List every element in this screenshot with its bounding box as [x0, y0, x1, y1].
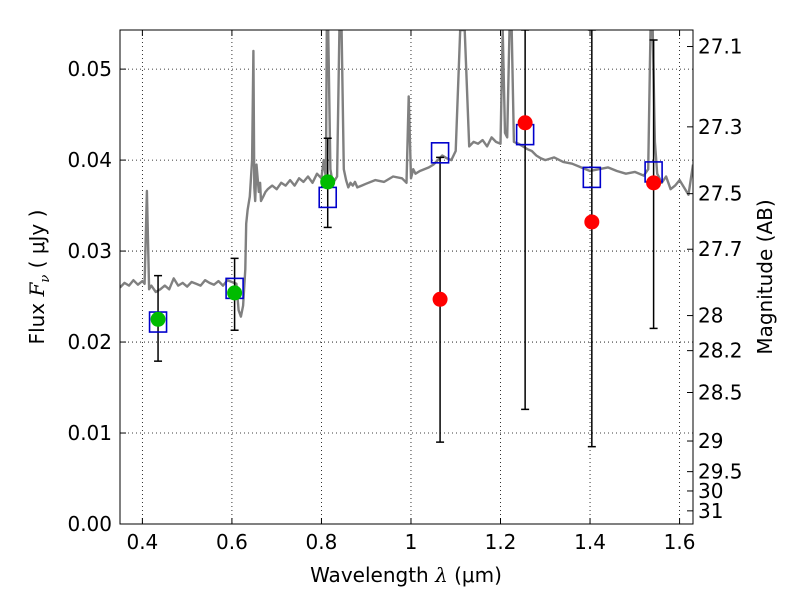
axis-ticks: 0.4 0.6 0.8 1 1.2 1.4 1.6 0.00 0.01 0.02 0.03 0.04 0…	[67, 30, 743, 554]
x-axis-title-prefix: Wavelength	[310, 563, 435, 587]
model-spectrum-line	[120, 30, 693, 318]
observed-photometry-point	[517, 115, 533, 131]
y-axis-title-var: F	[25, 282, 49, 298]
x-tick-label: 0.6	[216, 530, 248, 554]
y-tick-label: 0.03	[67, 239, 112, 263]
mag-tick-label: 27.7	[698, 237, 743, 261]
model-photometry-marker	[582, 166, 602, 189]
y-axis-title: Flux Fν ( μJy )	[25, 210, 53, 345]
y-tick-label: 0.04	[67, 148, 112, 172]
mag-tick-label: 28	[698, 304, 723, 328]
observed-photometry-point	[646, 175, 662, 191]
mag-tick-label: 28.2	[698, 339, 743, 363]
x-tick-label: 0.8	[306, 530, 338, 554]
y-tick-label: 0.01	[67, 421, 112, 445]
observed-photometry-point	[227, 285, 243, 301]
x-axis-title: Wavelength λ (μm)	[310, 563, 502, 587]
observed-photometry-point	[584, 214, 600, 230]
y-axis-title-sub: ν	[38, 275, 53, 283]
mag-tick-label: 27.1	[698, 35, 743, 59]
mag-tick-label: 28.5	[698, 380, 743, 404]
observed-photometry-point	[320, 174, 336, 190]
y-tick-label: 0.00	[67, 512, 112, 536]
y-tick-label: 0.02	[67, 330, 112, 354]
mag-tick-label: 30	[698, 479, 723, 503]
mag-tick-label: 27.5	[698, 182, 743, 206]
y-axis-title-prefix: Flux	[25, 297, 49, 345]
x-tick-label: 1	[405, 530, 418, 554]
grid-lines	[120, 30, 693, 524]
mag-tick-label: 27.3	[698, 115, 743, 139]
observed-photometry-point	[432, 291, 448, 307]
x-tick-label: 1.6	[664, 530, 696, 554]
x-axis-title-unit: (μm)	[448, 563, 502, 587]
x-tick-label: 0.4	[126, 530, 158, 554]
model-photometry-marker	[430, 142, 450, 164]
y-tick-label: 0.05	[67, 57, 112, 81]
mag-tick-label: 31	[698, 499, 723, 523]
observed-photometry-point	[150, 311, 166, 327]
plot-area	[120, 30, 693, 448]
plot-frame	[119, 29, 694, 525]
x-axis-title-var: λ	[434, 563, 448, 587]
mag-tick-label: 29	[698, 429, 723, 453]
mag-tick-label: 29.5	[698, 460, 743, 484]
y-axis-title-unit: ( μJy )	[25, 210, 49, 275]
x-tick-label: 1.2	[485, 530, 517, 554]
right-axis-title: Magnitude (AB)	[753, 199, 777, 354]
x-tick-label: 1.4	[574, 530, 606, 554]
